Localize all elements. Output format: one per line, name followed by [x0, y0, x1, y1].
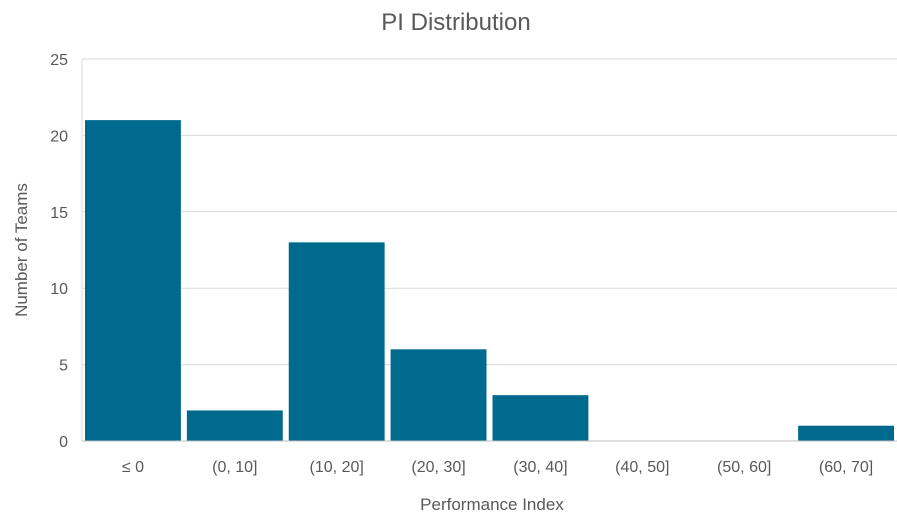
x-tick-label: (60, 70]	[819, 459, 873, 476]
x-axis-label: Performance Index	[420, 495, 564, 514]
y-tick-label: 25	[50, 52, 68, 69]
y-axis-label: Number of Teams	[12, 183, 31, 317]
x-axis-ticks: ≤ 0 (0, 10] (10, 20] (20, 30] (30, 40] (40, 5…	[122, 459, 873, 476]
x-tick-label: (0, 10]	[212, 459, 257, 476]
gridlines	[81, 58, 897, 441]
bar	[798, 425, 894, 441]
y-tick-label: 0	[59, 434, 68, 451]
y-tick-label: 10	[50, 281, 68, 298]
y-tick-label: 20	[50, 128, 68, 145]
bar	[288, 242, 385, 441]
y-tick-label: 15	[50, 205, 68, 222]
x-tick-label: (20, 30]	[411, 459, 465, 476]
x-tick-label: (30, 40]	[513, 459, 567, 476]
bar	[186, 410, 283, 441]
bar	[492, 395, 589, 441]
x-tick-label: (50, 60]	[717, 459, 771, 476]
x-tick-label: (10, 20]	[310, 459, 364, 476]
bar	[85, 120, 181, 442]
x-tick-label: ≤ 0	[122, 459, 144, 476]
chart-title: PI Distribution	[381, 9, 530, 36]
y-tick-label: 5	[59, 358, 68, 375]
y-axis-ticks: 0 5 10 15 20 25	[50, 52, 68, 451]
bar	[390, 349, 487, 441]
bars	[85, 120, 894, 442]
x-tick-label: (40, 50]	[615, 459, 669, 476]
